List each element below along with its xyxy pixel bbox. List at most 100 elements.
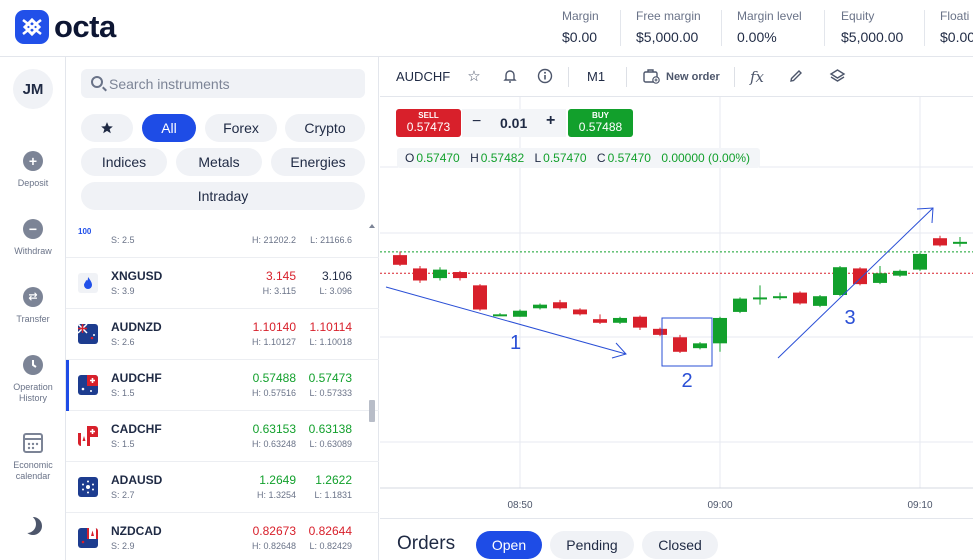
instrument-spread: S: 1.5 bbox=[111, 388, 135, 398]
instrument-high: H: 0.82648 bbox=[251, 541, 296, 551]
instrument-high: H: 1.10127 bbox=[251, 337, 296, 347]
instrument-bid[interactable]: 3.145 bbox=[265, 269, 296, 283]
candle-body bbox=[793, 292, 807, 304]
filter-intraday[interactable]: Intraday bbox=[81, 182, 365, 210]
quantity-minus-button[interactable]: − bbox=[472, 113, 482, 130]
rail-label: Operation History bbox=[13, 382, 53, 403]
instrument-row-audchf[interactable]: AUDCHF S: 1.5 0.57488 0.57473 H: 0.57516… bbox=[66, 360, 379, 411]
star-icon bbox=[101, 122, 113, 134]
rail-deposit[interactable]: + Deposit bbox=[0, 151, 66, 189]
candle-body bbox=[713, 317, 727, 344]
top-header: octa Margin $0.00 Free margin $5,000.00 … bbox=[0, 0, 973, 57]
instrument-row-audnzd[interactable]: AUDNZD S: 2.6 1.10140 1.10114 H: 1.10127… bbox=[66, 309, 379, 360]
theme-toggle[interactable] bbox=[0, 517, 66, 535]
trend-arrow-3 bbox=[777, 207, 934, 359]
instrument-bid[interactable]: 0.63153 bbox=[252, 422, 296, 436]
chart-symbol[interactable]: AUDCHF bbox=[396, 69, 451, 84]
candles bbox=[393, 235, 967, 353]
time-axis: 08:50 09:00 09:10 bbox=[507, 500, 932, 511]
candle-body bbox=[913, 253, 927, 270]
scroll-up-icon[interactable] bbox=[369, 224, 375, 228]
instrument-spread: S: 2.7 bbox=[111, 490, 135, 500]
instrument-row-xngusd[interactable]: XNGUSD S: 3.9 3.145 3.106 H: 3.115 L: 3.… bbox=[66, 258, 379, 309]
aud-nzd-flag-icon bbox=[78, 324, 98, 344]
instrument-bid[interactable]: 0.82673 bbox=[252, 524, 296, 538]
filter-indices[interactable]: Indices bbox=[81, 148, 167, 176]
rail-withdraw[interactable]: − Withdraw bbox=[0, 219, 66, 257]
quantity-plus-button[interactable]: + bbox=[546, 112, 556, 129]
metric-free-margin: Free margin $5,000.00 bbox=[636, 9, 701, 49]
sell-button[interactable]: SELL 0.57473 bbox=[396, 109, 461, 137]
instrument-low: L: 21166.6 bbox=[310, 235, 352, 245]
ohlc-low: 0.57470 bbox=[543, 151, 587, 165]
filter-forex[interactable]: Forex bbox=[205, 114, 277, 142]
instrument-ask[interactable]: 0.57473 bbox=[308, 371, 352, 385]
sell-price: 0.57473 bbox=[406, 120, 451, 134]
bell-icon[interactable] bbox=[501, 68, 519, 86]
nzd-cad-flag-icon bbox=[78, 528, 98, 548]
instrument-bid[interactable]: 0.57488 bbox=[252, 371, 296, 385]
avatar[interactable]: JM bbox=[13, 69, 53, 109]
metric-value: $5,000.00 bbox=[636, 29, 699, 45]
instrument-row-cadchf[interactable]: CADCHF S: 1.5 0.63153 0.63138 H: 0.63248… bbox=[66, 411, 379, 462]
rail-economic-calendar[interactable]: Economic calendar bbox=[0, 433, 66, 482]
scroll-thumb[interactable] bbox=[369, 400, 375, 422]
buy-price: 0.57488 bbox=[578, 120, 623, 134]
orders-bar: Orders Open Pending Closed bbox=[380, 518, 973, 560]
new-order-button[interactable]: New order bbox=[666, 71, 720, 83]
instrument-ask[interactable]: 0.63138 bbox=[308, 422, 352, 436]
instrument-ask[interactable]: 0.82644 bbox=[308, 524, 352, 538]
instrument-bid[interactable]: 1.2649 bbox=[259, 473, 296, 487]
metric-value: $0.00 bbox=[940, 29, 973, 45]
rail-label: Economic calendar bbox=[13, 460, 53, 481]
search-input[interactable] bbox=[109, 69, 359, 98]
tab-pending[interactable]: Pending bbox=[550, 531, 634, 559]
pencil-icon[interactable] bbox=[787, 68, 805, 86]
layers-icon[interactable] bbox=[828, 68, 846, 86]
metric-label: Floati bbox=[940, 9, 970, 23]
instrument-low: L: 1.10018 bbox=[309, 337, 352, 347]
tab-open[interactable]: Open bbox=[476, 531, 542, 559]
info-icon[interactable] bbox=[536, 68, 554, 86]
rail-label: Withdraw bbox=[14, 246, 52, 256]
filter-favorites[interactable] bbox=[81, 114, 133, 142]
favorite-star-icon[interactable]: ☆ bbox=[467, 68, 481, 85]
rail-transfer[interactable]: ⇄ Transfer bbox=[0, 287, 66, 325]
quantity-value[interactable]: 0.01 bbox=[500, 115, 528, 131]
arrow-head-3 bbox=[916, 207, 934, 224]
instrument-row-adausd[interactable]: ADAUSD S: 2.7 1.2649 1.2622 H: 1.3254 L:… bbox=[66, 462, 379, 513]
rail-operation-history[interactable]: Operation History bbox=[0, 355, 66, 404]
candle-body bbox=[873, 273, 887, 283]
instrument-ask[interactable]: 3.106 bbox=[321, 269, 352, 283]
filter-metals[interactable]: Metals bbox=[176, 148, 262, 176]
time-label: 09:00 bbox=[707, 500, 732, 511]
filter-energies[interactable]: Energies bbox=[271, 148, 365, 176]
chart-panel: AUDCHF ☆ M1 New order fx bbox=[380, 57, 973, 560]
plus-icon: + bbox=[23, 151, 43, 171]
trade-panel: SELL 0.57473 − 0.01 + BUY 0.57488 bbox=[396, 109, 636, 139]
filter-crypto[interactable]: Crypto bbox=[285, 114, 365, 142]
instrument-high: H: 3.115 bbox=[262, 286, 296, 296]
chart-grid bbox=[380, 97, 973, 489]
instrument-bid[interactable]: 1.10140 bbox=[252, 320, 296, 334]
indicators-fx-icon[interactable]: fx bbox=[749, 68, 764, 86]
timeframe-selector[interactable]: M1 bbox=[587, 69, 606, 84]
candle-body bbox=[553, 302, 567, 309]
filter-all[interactable]: All bbox=[142, 114, 196, 142]
instrument-scrollbar[interactable] bbox=[369, 222, 375, 560]
metric-label: Free margin bbox=[636, 9, 701, 23]
tab-closed[interactable]: Closed bbox=[642, 531, 718, 559]
instrument-ask[interactable]: 1.10114 bbox=[309, 320, 353, 334]
buy-button[interactable]: BUY 0.57488 bbox=[568, 109, 633, 137]
price-chart[interactable]: 1 2 3 08:50 09:00 09:10 bbox=[380, 97, 973, 518]
instrument-low: L: 0.57333 bbox=[309, 388, 352, 398]
new-order-icon[interactable] bbox=[642, 68, 660, 86]
metric-value: $0.00 bbox=[562, 29, 598, 45]
logo[interactable]: octa bbox=[15, 9, 116, 44]
instrument-row[interactable]: 100 S: 2.5 H: 21202.2 L: 21166.6 bbox=[66, 217, 379, 258]
octa-logo-icon bbox=[15, 10, 49, 44]
instrument-symbol: CADCHF bbox=[111, 422, 162, 436]
minus-icon: − bbox=[23, 219, 43, 239]
instrument-ask[interactable]: 1.2622 bbox=[315, 473, 352, 487]
instrument-row-nzdcad[interactable]: NZDCAD S: 2.9 0.82673 0.82644 H: 0.82648… bbox=[66, 513, 379, 560]
